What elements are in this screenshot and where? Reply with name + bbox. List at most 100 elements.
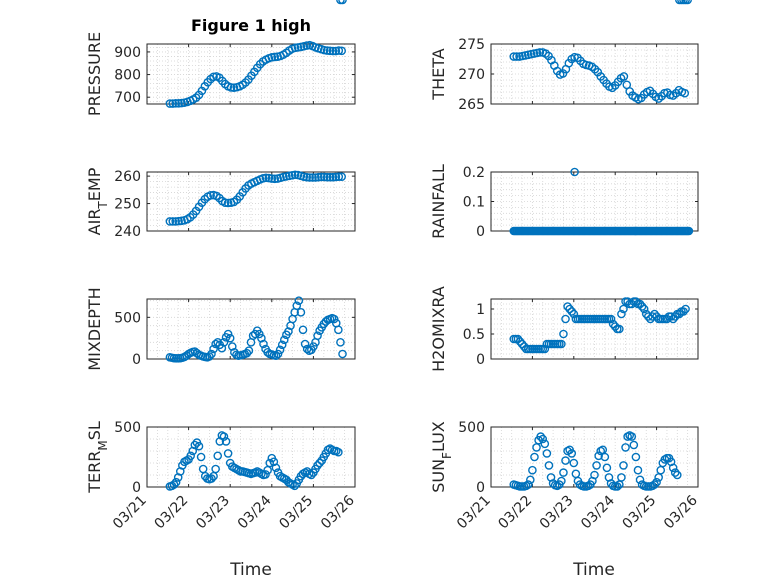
data-marker	[652, 477, 661, 487]
data-marker	[540, 344, 550, 354]
data-marker	[290, 481, 299, 491]
data-marker	[242, 348, 252, 358]
data-marker	[277, 340, 287, 350]
data-marker	[673, 470, 682, 480]
data-marker	[329, 314, 339, 324]
y-tick-label: 0.1	[463, 195, 485, 211]
y-axis-label-main: TERR	[85, 451, 104, 494]
data-marker	[567, 307, 577, 316]
data-marker	[627, 432, 637, 441]
y-axis-label: H2OMIXRA	[429, 286, 448, 372]
y-axis-label-rest: EMP	[85, 167, 104, 201]
data-marker	[213, 338, 223, 347]
data-marker	[515, 337, 525, 346]
y-tick-label: 800	[114, 68, 141, 84]
data-marker	[308, 173, 317, 182]
data-marker	[314, 172, 323, 182]
y-axis-label: SUNFLUX	[429, 421, 454, 493]
data-marker	[257, 333, 266, 343]
data-marker	[328, 172, 338, 182]
data-marker	[190, 440, 200, 450]
data-marker	[619, 304, 628, 314]
data-marker	[174, 216, 183, 226]
data-marker	[171, 477, 181, 487]
data-marker	[337, 172, 346, 181]
data-marker	[331, 172, 341, 182]
data-marker	[557, 476, 566, 486]
data-marker	[328, 46, 338, 56]
data-marker	[315, 458, 324, 468]
data-marker	[606, 314, 616, 324]
subplot-h2omixra: 0 0.5 1 H2OMIXRA	[429, 286, 699, 372]
data-marker	[221, 437, 231, 446]
data-marker	[275, 345, 285, 355]
data-marker	[261, 173, 271, 183]
data-marker	[617, 309, 626, 319]
y-axis-label-main: SUN	[429, 459, 448, 493]
data-marker	[619, 72, 629, 81]
data-marker	[309, 342, 318, 351]
data-marker	[322, 46, 332, 55]
data-marker	[684, 226, 694, 236]
data-marker	[207, 349, 216, 359]
data-marker	[168, 217, 178, 226]
data-marker	[617, 473, 626, 482]
data-marker	[290, 170, 300, 180]
data-marker	[319, 172, 329, 182]
y-tick-label: 250	[114, 197, 141, 213]
y-axis-label-rest: SL	[85, 421, 104, 440]
data-marker	[569, 309, 579, 319]
axes-box	[490, 426, 699, 488]
data-marker	[561, 314, 570, 324]
data-marker	[300, 339, 310, 349]
data-marker	[565, 304, 574, 314]
axes-box	[490, 298, 699, 360]
data-marker	[271, 351, 281, 360]
y-axis-label-main: PRESSURE	[85, 32, 104, 116]
data-marker	[668, 314, 678, 324]
data-marker	[296, 308, 306, 317]
data-marker	[334, 172, 344, 181]
data-marker	[186, 451, 195, 461]
data-marker	[336, 338, 345, 347]
data-marker	[196, 452, 206, 462]
data-marker	[334, 325, 343, 335]
data-marker	[168, 99, 178, 108]
data-marker	[592, 461, 601, 470]
data-marker	[569, 458, 579, 468]
y-tick-label: 500	[114, 310, 141, 326]
data-marker	[219, 432, 229, 441]
data-marker	[563, 302, 572, 311]
data-marker	[311, 173, 320, 182]
subplot-theta: 265 270 275 THETA	[429, 37, 699, 113]
data-marker	[526, 475, 535, 485]
data-marker	[271, 463, 281, 473]
data-marker	[513, 334, 523, 344]
data-marker	[270, 174, 280, 184]
data-marker	[334, 46, 344, 55]
data-marker	[325, 46, 335, 56]
data-marker	[538, 434, 548, 444]
data-marker	[322, 172, 332, 182]
y-tick-label: 1	[476, 302, 485, 318]
data-marker	[219, 338, 229, 347]
y-tick-label: 0.5	[463, 327, 485, 343]
data-marker	[244, 346, 254, 355]
data-marker	[225, 333, 235, 343]
data-marker	[570, 167, 579, 177]
data-marker	[528, 465, 537, 475]
data-marker	[313, 331, 322, 340]
data-marker	[211, 339, 220, 349]
data-marker	[165, 217, 175, 226]
data-marker	[602, 463, 612, 473]
y-axis-label: RAINFALL	[429, 164, 448, 239]
subplot-mixdepth: 0 500 MIXDEPTH	[85, 287, 356, 371]
data-marker	[548, 479, 558, 488]
y-tick-label: 275	[458, 37, 485, 53]
y-tick-label: 260	[114, 169, 141, 185]
data-marker	[270, 52, 280, 62]
data-marker	[223, 449, 233, 458]
